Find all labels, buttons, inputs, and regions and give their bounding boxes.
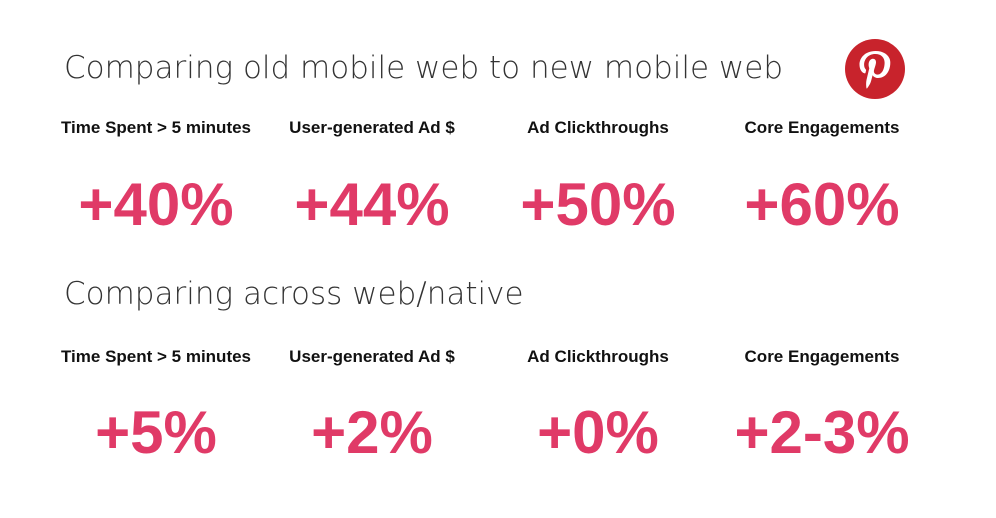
pinterest-logo-icon bbox=[844, 38, 906, 100]
metric-value: +60% bbox=[744, 171, 900, 238]
metric-value: +5% bbox=[95, 399, 217, 466]
metric-label: Ad Clickthroughs bbox=[527, 118, 669, 137]
metric-value: +44% bbox=[294, 171, 450, 238]
metric-value: +40% bbox=[78, 171, 234, 238]
metric-value: +2-3% bbox=[734, 399, 910, 466]
metric-value: +50% bbox=[520, 171, 676, 238]
metric-label: Core Engagements bbox=[744, 347, 900, 366]
metric-value: +2% bbox=[311, 399, 433, 466]
metric-label: User-generated Ad $ bbox=[289, 347, 455, 366]
metric-label: Core Engagements bbox=[744, 118, 900, 137]
section-title-mobile-web: Comparing old mobile web to new mobile w… bbox=[64, 50, 784, 86]
metric-label: User-generated Ad $ bbox=[289, 118, 455, 137]
metric-label: Time Spent > 5 minutes bbox=[60, 118, 252, 137]
metric-value: +0% bbox=[537, 399, 659, 466]
section-title-web-native: Comparing across web/native bbox=[64, 276, 524, 312]
metric-label: Time Spent > 5 minutes bbox=[60, 347, 252, 366]
metric-label: Ad Clickthroughs bbox=[527, 347, 669, 366]
